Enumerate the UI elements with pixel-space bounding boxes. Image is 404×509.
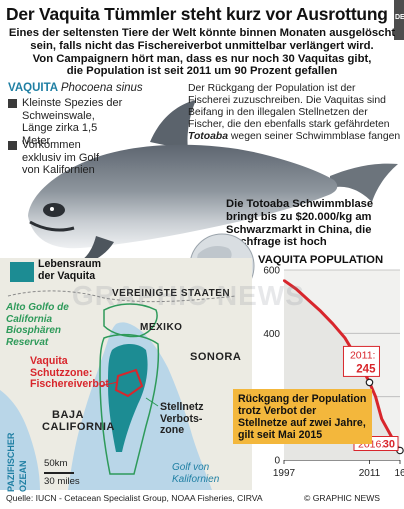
bullet-square-icon — [8, 141, 17, 150]
species-name: VAQUITA — [8, 82, 58, 94]
scale-miles: 30 miles — [44, 476, 80, 487]
bycatch-caption: Der Rückgang der Population ist der Fisc… — [188, 83, 401, 142]
mexico-label: MEXIKO — [140, 322, 183, 333]
data-point — [307, 298, 310, 302]
eye-patch — [43, 203, 65, 217]
pacific-label: PAZIFISCHER OZEAN — [6, 432, 28, 492]
protection-zone-label: Vaquita Schutzzone: Fischereiverbot — [30, 355, 109, 390]
watermark: GRAPHIC NEWS — [72, 280, 305, 311]
flipper — [70, 236, 114, 266]
totoaba-label: Totoaba — [188, 131, 229, 142]
data-point — [374, 395, 377, 398]
fact-text: Kleinste Spezies der Schweinswale, Länge… — [22, 97, 123, 147]
netban-note: Rückgang der Population trotz Verbot der… — [233, 389, 372, 444]
annotation-value: 30 — [383, 439, 395, 451]
x-tick-label: 16 — [394, 468, 404, 479]
subtitle-line: Von Campaignern hört man, dass es nur no… — [32, 52, 372, 65]
page-title: Der Vaquita Tümmler steht kurz vor Ausro… — [6, 4, 388, 24]
eye — [50, 207, 54, 211]
data-point — [295, 287, 298, 291]
baja-label: BAJA CALIFORNIA — [42, 409, 115, 433]
dorsal-fin — [150, 100, 196, 150]
mouth-mark — [29, 220, 75, 232]
fact-text: Vorkommen exklusiv im Golf von Kaliforni… — [22, 139, 100, 177]
x-tick-label: 2011 — [359, 468, 381, 479]
annotation-label: 2011: — [350, 349, 376, 361]
habitat-legend-swatch — [10, 262, 34, 282]
fact-item: Kleinste Spezies der Schweinswale, Länge… — [8, 97, 128, 147]
source-line: Quelle: IUCN - Cetacean Specialist Group… — [6, 493, 263, 503]
data-point — [282, 279, 286, 282]
data-point — [319, 310, 322, 313]
subtitle-line: die Population ist seit 2011 um 90 Proze… — [66, 65, 338, 78]
annotation-marker — [365, 378, 374, 387]
subtitle: Eines der seltensten Tiere der Welt könn… — [4, 27, 400, 78]
subtitle-line: sein, falls nicht das Fischereiverbot un… — [30, 39, 374, 52]
annotation-box — [342, 345, 380, 377]
gulf-label: Golf von Kalifornien — [172, 462, 220, 485]
data-point — [386, 428, 389, 432]
species-latin: Phocoena sinus — [60, 82, 143, 94]
data-point — [343, 336, 347, 340]
netban-zone-label: Stellnetz Verbots- zone — [160, 401, 204, 436]
data-point — [380, 417, 383, 420]
tail-fluke — [330, 163, 398, 202]
map-panel: Alto Golfo de California Biosphären Rese… — [0, 258, 252, 492]
vaquita-illustration — [28, 100, 398, 266]
reserve-label: Alto Golfo de California Biosphären Rese… — [6, 302, 69, 348]
fact-item: Vorkommen exklusiv im Golf von Kaliforni… — [8, 139, 112, 177]
y-tick-label: 400 — [263, 329, 280, 340]
credit-line: © GRAPHIC NEWS — [304, 493, 381, 503]
gulf-map — [0, 258, 252, 490]
data-point — [331, 322, 334, 325]
usa-label: VEREINIGTE STAATEN — [112, 288, 231, 299]
scale-km: 50km — [44, 458, 68, 469]
sonora-label: SONORA — [190, 351, 242, 363]
y-tick-label: 600 — [263, 266, 280, 277]
species-heading: VAQUITA Phocoena sinus — [8, 82, 143, 94]
habitat-legend-label: Lebensraum der Vaquita — [38, 258, 101, 282]
bullet-square-icon — [8, 99, 17, 108]
porpoise-body — [28, 144, 338, 249]
y-tick-label: 0 — [274, 456, 280, 467]
corner-tag: DE — [394, 0, 404, 40]
x-tick-label: 1997 — [273, 468, 296, 479]
subtitle-line: Eines der seltensten Tiere der Welt könn… — [8, 27, 396, 39]
bladder-caption: Die Totoaba Schwimmblase bringt bis zu $… — [226, 198, 374, 249]
annotation-value: 245 — [356, 363, 376, 375]
chart-title: VAQUITA POPULATION — [258, 254, 384, 266]
